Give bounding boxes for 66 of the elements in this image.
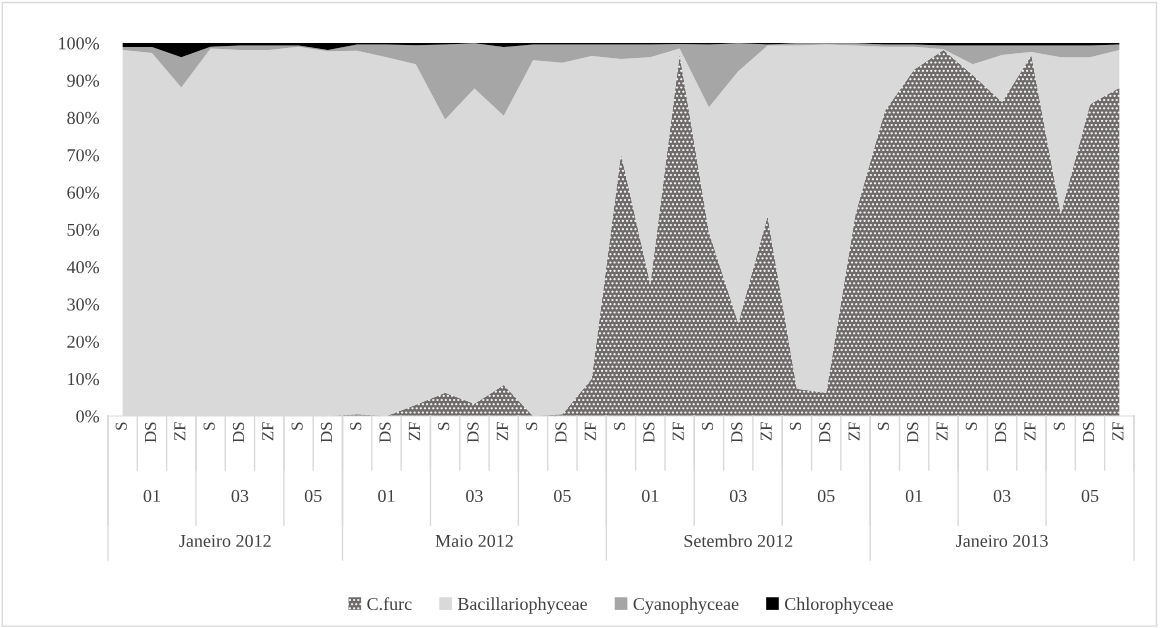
x-tick-label: DS [467, 422, 479, 443]
x-tick-label: S [965, 422, 977, 430]
x-tick-label: DS [819, 422, 831, 443]
text: 01 [905, 489, 923, 503]
x-tick-label: S [203, 422, 215, 430]
x-tick-label: ZF [760, 422, 772, 441]
text: 03 [993, 489, 1011, 503]
text: 01 [378, 489, 395, 503]
text: 03 [231, 489, 249, 503]
legend-label: Bacillariophyceae [457, 597, 588, 614]
y-tick-label: 10% [68, 372, 100, 386]
legend-label: C.furc [367, 597, 412, 611]
x-tick-label: DS [320, 422, 333, 443]
legend-label: Cyanophyceae [633, 597, 739, 614]
text: Setembro 2012 [684, 534, 793, 548]
x-tick-label: DS [232, 422, 245, 443]
x-tick-label: DS [144, 422, 157, 443]
x-tick-label: ZF [672, 422, 684, 441]
x-tick-label: S [701, 422, 714, 430]
x-tick-label: ZF [848, 422, 860, 441]
text: 01 [143, 489, 160, 503]
x-tick-label: S [789, 422, 802, 430]
x-tick-label: DS [379, 422, 391, 443]
x-tick-label: S [1053, 422, 1065, 430]
y-tick-label: 80% [67, 111, 100, 125]
text: 05 [304, 489, 322, 503]
x-tick-label: ZF [1112, 422, 1124, 441]
text: 05 [817, 489, 835, 503]
y-tick-label: 70% [67, 149, 100, 162]
x-tick-label: ZF [584, 422, 596, 441]
y-tick-label: 100% [59, 37, 100, 50]
y-tick-label: 60% [67, 186, 100, 199]
text: Janeiro 2013 [956, 534, 1048, 548]
x-tick-label: S [350, 422, 362, 430]
x-tick-label: DS [995, 422, 1007, 443]
x-tick-label: S [438, 422, 450, 430]
y-tick-label: 90% [67, 74, 100, 87]
text: 03 [466, 489, 483, 503]
x-tick-label: S [115, 422, 127, 430]
y-tick-label: 40% [66, 261, 100, 274]
x-tick-label: ZF [408, 422, 420, 441]
x-tick-label: S [526, 422, 538, 430]
y-tick-label: 30% [67, 298, 100, 311]
x-tick-label: DS [731, 422, 743, 443]
text: 01 [641, 489, 659, 503]
text: 05 [554, 489, 571, 503]
legend-label: Chlorophyceae [784, 597, 893, 614]
text: Janeiro 2012 [179, 534, 271, 548]
x-tick-label: ZF [174, 422, 186, 441]
y-tick-label: 0% [76, 410, 100, 423]
x-tick-label: DS [555, 422, 567, 443]
y-tick-label: 50% [67, 223, 100, 236]
text: 05 [1081, 489, 1099, 503]
x-tick-label: ZF [936, 422, 948, 441]
text: Maio 2012 [435, 534, 513, 548]
x-tick-label: ZF [262, 422, 274, 441]
x-tick-label: S [613, 422, 626, 430]
x-tick-label: DS [907, 422, 919, 443]
text: 03 [729, 489, 747, 503]
x-tick-label: ZF [496, 422, 508, 441]
x-tick-label: S [877, 422, 889, 430]
x-tick-label: DS [643, 422, 655, 443]
x-tick-label: DS [1083, 422, 1095, 443]
y-tick-label: 20% [67, 335, 100, 348]
x-tick-label: ZF [1024, 422, 1036, 441]
x-tick-label: S [291, 422, 303, 430]
